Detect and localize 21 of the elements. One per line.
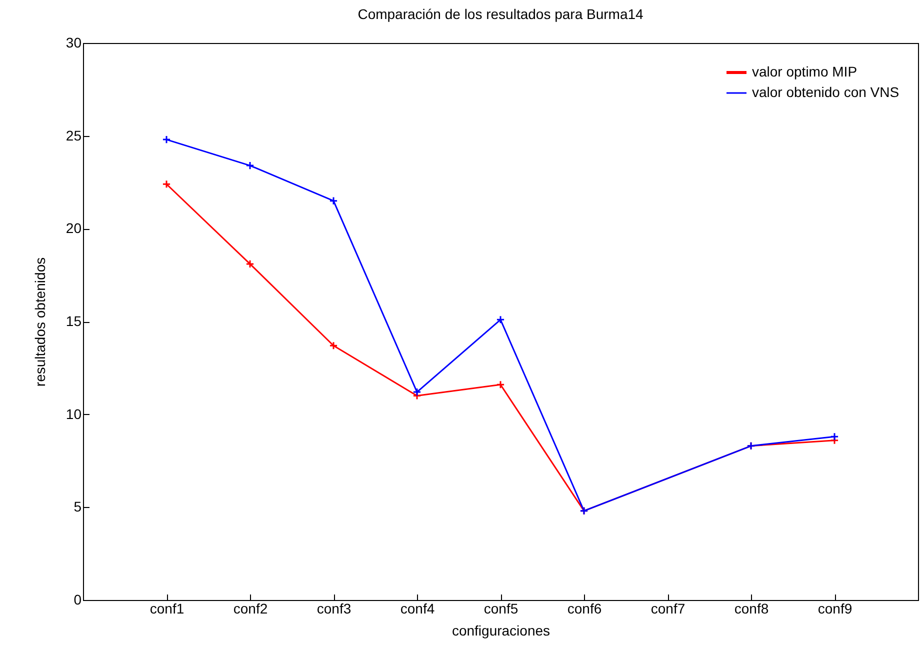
x-tick-label: conf5 [484,600,518,616]
y-tick-label: 30 [66,34,82,50]
legend-label: valor obtenido con VNS [752,84,900,100]
y-tick-label: 15 [66,313,82,329]
x-tick-label: conf4 [400,600,435,616]
y-tick-label: 0 [74,592,82,608]
x-tick-label: conf6 [567,600,602,616]
legend-label: valor optimo MIP [752,64,858,80]
y-tick-label: 25 [66,127,82,144]
x-tick-label: conf3 [316,600,352,616]
x-tick-label: conf8 [734,600,769,616]
chart-title: Comparación de los resultados para Burma14 [358,6,644,22]
y-axis-title: resultados obtenidos [32,257,48,387]
x-axis-title: configuraciones [452,622,550,638]
y-tick-label: 20 [66,220,82,236]
y-tick-label: 5 [74,498,82,515]
x-tick-label: conf1 [150,600,184,616]
y-tick-label: 10 [66,406,82,422]
x-tick-label: conf9 [818,600,852,616]
x-tick-label: conf2 [233,600,268,616]
x-tick-label: conf7 [650,600,686,616]
